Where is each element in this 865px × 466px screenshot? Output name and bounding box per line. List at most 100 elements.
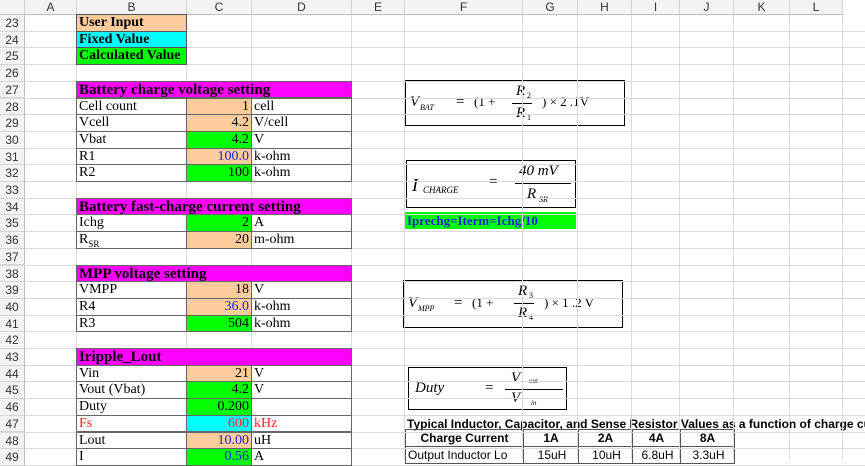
column-header-E[interactable]: E [352, 0, 405, 15]
iprechg-cell[interactable]: Iprechg=Iterm=Ichg/10 [405, 212, 576, 229]
row-header-31[interactable]: 31 [0, 148, 25, 166]
param-unit[interactable] [251, 398, 352, 416]
row-header-47[interactable]: 47 [0, 415, 25, 433]
param-unit[interactable]: cell [251, 97, 352, 116]
param-label[interactable]: Fs [76, 414, 187, 433]
row-header-34[interactable]: 34 [0, 198, 25, 216]
param-unit[interactable]: k-ohm [251, 297, 352, 316]
param-unit[interactable]: V [251, 381, 352, 400]
param-label[interactable]: Vcell [76, 114, 187, 132]
gridline [0, 281, 865, 283]
row-header-32[interactable]: 32 [0, 165, 25, 182]
param-value[interactable]: 0.200 [186, 398, 252, 416]
param-value[interactable]: 1 [186, 97, 252, 116]
column-header-H[interactable]: H [578, 0, 632, 15]
gridline [0, 297, 865, 299]
row-header-30[interactable]: 30 [0, 131, 25, 149]
param-value[interactable]: 100 [186, 164, 252, 182]
label: R [79, 232, 89, 248]
row-header-41[interactable]: 41 [0, 315, 25, 333]
row-header-46[interactable]: 46 [0, 399, 25, 416]
param-value[interactable]: 4.2 [186, 114, 252, 132]
row-header-40[interactable]: 40 [0, 298, 25, 316]
param-value[interactable]: 18 [186, 281, 252, 299]
column-header-G[interactable]: G [523, 0, 578, 15]
column-header-J[interactable]: J [680, 0, 734, 15]
row-header-38[interactable]: 38 [0, 265, 25, 283]
param-label[interactable]: Duty [76, 398, 187, 416]
param-value[interactable]: 4.2 [186, 381, 252, 400]
param-label[interactable]: I [76, 448, 187, 466]
param-value[interactable]: 0.56 [186, 448, 252, 466]
param-unit[interactable]: V [251, 364, 352, 383]
param-label[interactable]: R2 [76, 164, 187, 182]
section-header[interactable]: Iripple_Lout [76, 348, 352, 366]
column-header-B[interactable]: B [77, 0, 187, 15]
row-header-35[interactable]: 35 [0, 215, 25, 233]
param-unit[interactable]: k-ohm [251, 164, 352, 182]
row-header-48[interactable]: 48 [0, 432, 25, 450]
param-label[interactable]: R1 [76, 147, 187, 166]
param-unit[interactable]: k-ohm [251, 314, 352, 333]
param-unit[interactable]: V [251, 130, 352, 149]
param-value[interactable]: 2 [186, 214, 252, 233]
column-header-A[interactable]: A [25, 0, 77, 15]
param-label[interactable]: Vin [76, 364, 187, 383]
param-value[interactable]: 504 [186, 314, 252, 333]
param-value[interactable]: 21 [186, 364, 252, 383]
param-value[interactable]: 20 [186, 231, 252, 249]
param-value[interactable]: 4.2 [186, 130, 252, 149]
param-label[interactable]: R3 [76, 314, 187, 333]
row-header-29[interactable]: 29 [0, 115, 25, 132]
param-label[interactable]: RSR [76, 231, 187, 249]
row-header-33[interactable]: 33 [0, 182, 25, 199]
row-header-42[interactable]: 42 [0, 332, 25, 349]
param-label[interactable]: R4 [76, 297, 187, 316]
row-header-45[interactable]: 45 [0, 382, 25, 400]
section-header[interactable]: MPP voltage setting [76, 264, 352, 283]
column-header-I[interactable]: I [632, 0, 680, 15]
param-unit[interactable]: kHz [251, 414, 352, 433]
row-header-25[interactable]: 25 [0, 48, 25, 66]
select-all-corner[interactable] [0, 0, 25, 15]
section-header[interactable]: Battery charge voltage setting [76, 80, 352, 99]
param-unit[interactable]: k-ohm [251, 147, 352, 166]
row-header-49[interactable]: 49 [0, 449, 25, 466]
legend-calculated[interactable]: Calculated Value [76, 47, 187, 66]
column-header-K[interactable]: K [734, 0, 790, 15]
param-value[interactable]: 10.00 [186, 431, 252, 450]
param-label[interactable]: Cell count [76, 97, 187, 116]
column-header-F[interactable]: F [405, 0, 523, 15]
row-header-44[interactable]: 44 [0, 365, 25, 383]
legend-user_input[interactable]: User Input [76, 14, 187, 32]
column-header-D[interactable]: D [252, 0, 352, 15]
param-label[interactable]: Vbat [76, 130, 187, 149]
param-unit[interactable]: V [251, 281, 352, 299]
param-value[interactable]: 600 [186, 414, 252, 433]
num-sub: out [529, 377, 538, 385]
legend-fixed[interactable]: Fixed Value [76, 30, 187, 49]
row-header-27[interactable]: 27 [0, 81, 25, 99]
column-header-L[interactable]: L [790, 0, 843, 15]
row-header-37[interactable]: 37 [0, 248, 25, 266]
row-header-28[interactable]: 28 [0, 98, 25, 116]
row-header-23[interactable]: 23 [0, 15, 25, 32]
param-label[interactable]: Ichg [76, 214, 187, 233]
row-header-26[interactable]: 26 [0, 65, 25, 82]
section-header[interactable]: Battery fast-charge current setting [76, 197, 352, 216]
param-label[interactable]: VMPP [76, 281, 187, 299]
param-unit[interactable]: A [251, 214, 352, 233]
row-header-36[interactable]: 36 [0, 232, 25, 249]
param-unit[interactable]: A [251, 448, 352, 466]
param-unit[interactable]: m-ohm [251, 231, 352, 249]
row-header-43[interactable]: 43 [0, 349, 25, 366]
row-header-24[interactable]: 24 [0, 31, 25, 49]
param-label[interactable]: Lout [76, 431, 187, 450]
column-header-C[interactable]: C [187, 0, 252, 15]
param-unit[interactable]: V/cell [251, 114, 352, 132]
param-label[interactable]: Vout (Vbat) [76, 381, 187, 400]
param-value[interactable]: 100.0 [186, 147, 252, 166]
param-value[interactable]: 36.0 [186, 297, 252, 316]
param-unit[interactable]: uH [251, 431, 352, 450]
row-header-39[interactable]: 39 [0, 282, 25, 299]
